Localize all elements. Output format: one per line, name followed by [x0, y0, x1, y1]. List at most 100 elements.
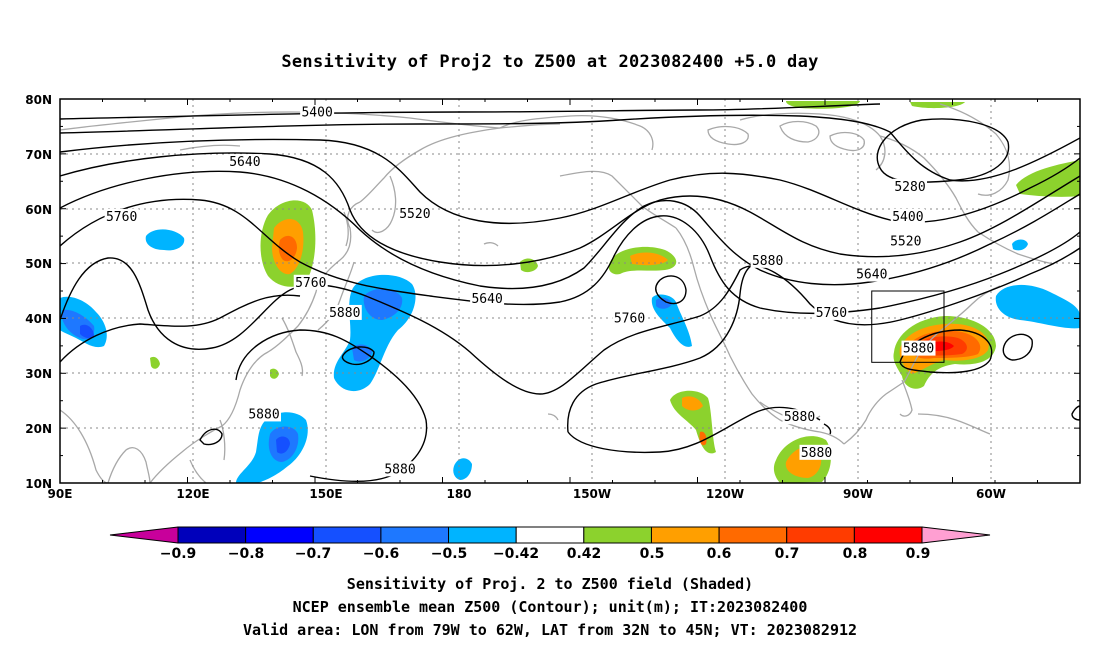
contour-label: 5520 [399, 207, 430, 222]
colorbar-label: −0.9 [160, 546, 197, 562]
caption-line-3: Valid area: LON from 79W to 62W, LAT fro… [243, 621, 857, 639]
positive-anomaly-gulf-of-alaska [520, 246, 677, 275]
caption-line-2: NCEP ensemble mean Z500 (Contour); unit(… [293, 598, 808, 616]
coastlines [60, 103, 1055, 483]
colorbar-box [718, 526, 788, 544]
colorbar-box [245, 526, 314, 544]
contour-label: 5760 [295, 276, 326, 291]
colorbar-box [448, 526, 517, 544]
colorbar-high-end [922, 527, 990, 543]
colorbar-label: 0.9 [906, 546, 931, 562]
contour-label-bg [293, 274, 328, 290]
lat-label: 70N [25, 148, 52, 162]
contour-label-bg [300, 104, 335, 120]
contour-label: 5400 [892, 210, 923, 225]
positive-anomaly-asia [260, 200, 316, 287]
negative-anomaly-small-spots [145, 229, 1080, 480]
colorbar-boxes [177, 526, 923, 544]
lat-label: 30N [25, 367, 52, 381]
contour-label-bg [247, 406, 281, 422]
lat-label: 10N [25, 477, 52, 491]
sensitivity-shading [60, 101, 1080, 483]
contour-label: 5880 [903, 342, 934, 357]
lon-label: 150W [573, 487, 611, 501]
contour-label-bg [901, 340, 936, 356]
graticule [60, 99, 1080, 483]
z500-contours [60, 103, 1080, 482]
contour-label-bg [814, 304, 849, 320]
contour-label: 5640 [856, 268, 887, 283]
contour-label: 5880 [384, 462, 415, 477]
colorbar-label: −0.5 [431, 546, 468, 562]
contour-label-bg [854, 266, 889, 282]
lat-label: 60N [25, 203, 52, 217]
lat-label: 40N [25, 312, 52, 326]
contour-label-bg [890, 208, 925, 224]
contour-label-bg [893, 178, 927, 194]
negative-anomaly-west-pacific-south [236, 412, 308, 483]
colorbar-box [853, 526, 923, 544]
contour-label-bg [383, 461, 417, 477]
caption-line-1: Sensitivity of Proj. 2 to Z500 field (Sh… [347, 575, 753, 593]
contour-label-bg [327, 304, 362, 320]
contour-label: 5280 [894, 180, 925, 195]
lon-label: 120E [176, 487, 209, 501]
colorbar-label: 0.6 [707, 546, 732, 562]
contour-label: 5760 [816, 306, 847, 321]
longitude-labels: 90E 120E 150E 180 150W 120W 90W 60W [48, 487, 1006, 501]
contour-label: 5520 [890, 235, 921, 250]
colorbar-label: −0.7 [295, 546, 332, 562]
contour-label: 5760 [106, 210, 137, 225]
colorbar-label: −0.6 [363, 546, 400, 562]
lon-label: 120W [706, 487, 744, 501]
negative-anomaly-west-edge [60, 296, 107, 348]
negative-anomaly-northwest-pacific [333, 274, 416, 392]
lon-label: 180 [446, 487, 471, 501]
contour-label-bg [397, 206, 432, 222]
contour-label-bg [888, 233, 923, 249]
colorbar: −0.9 −0.8 −0.7 −0.6 −0.5 −0.42 0.42 0.5 … [109, 526, 991, 562]
colorbar-box [380, 526, 450, 544]
colorbar-box [177, 526, 247, 544]
contour-label-bg [750, 252, 785, 268]
colorbar-box [786, 526, 855, 544]
contour-label-bg [612, 310, 647, 326]
lon-label: 60W [976, 487, 1006, 501]
contour-label-bg [782, 409, 817, 425]
axis-ticks [59, 98, 1081, 484]
lon-label: 90W [843, 487, 873, 501]
figure-caption: Sensitivity of Proj. 2 to Z500 field (Sh… [243, 575, 857, 639]
lat-label: 20N [25, 422, 52, 436]
lon-label: 90E [48, 487, 73, 501]
colorbar-label: −0.8 [228, 546, 265, 562]
colorbar-label: 0.42 [567, 546, 602, 562]
colorbar-box [312, 526, 382, 544]
colorbar-label: 0.8 [843, 546, 868, 562]
contour-label-bg [104, 208, 139, 224]
valid-area-box [871, 290, 945, 363]
colorbar-box [583, 526, 652, 544]
contour-label: 5880 [329, 306, 360, 321]
latitude-labels: 80N 70N 60N 50N 40N 30N 20N 10N [25, 93, 52, 491]
colorbar-box [515, 526, 585, 544]
contour-label: 5400 [301, 106, 332, 121]
lat-label: 50N [25, 257, 52, 271]
contour-label-bg [799, 444, 834, 460]
contour-label-bg [470, 291, 505, 307]
lat-label: 80N [25, 93, 52, 107]
contour-label: 5880 [784, 410, 815, 425]
contour-label-bg [227, 154, 262, 170]
contour-label: 5640 [471, 292, 502, 307]
colorbar-label: 0.7 [775, 546, 800, 562]
colorbar-box [650, 526, 720, 544]
colorbar-label: −0.42 [493, 546, 539, 562]
colorbar-labels: −0.9 −0.8 −0.7 −0.6 −0.5 −0.42 0.42 0.5 … [160, 546, 931, 562]
contour-label: 5880 [248, 407, 279, 422]
contour-label: 5880 [801, 446, 832, 461]
colorbar-label: 0.5 [640, 546, 665, 562]
contour-label: 5760 [614, 311, 645, 326]
colorbar-outline [109, 526, 991, 544]
